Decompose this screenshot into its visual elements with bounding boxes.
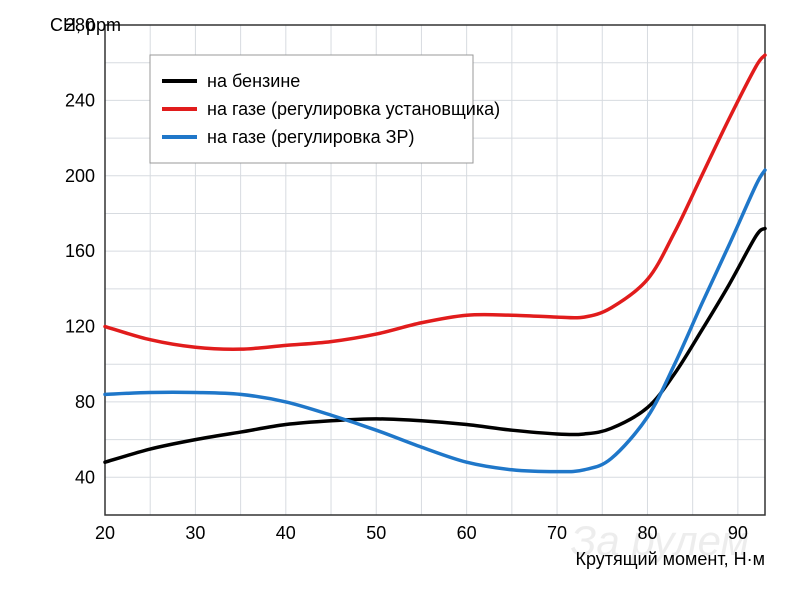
x-tick-label: 30 (185, 523, 205, 543)
x-tick-label: 80 (637, 523, 657, 543)
y-tick-label: 120 (65, 317, 95, 337)
x-tick-label: 70 (547, 523, 567, 543)
y-tick-label: 80 (75, 392, 95, 412)
y-tick-label: 240 (65, 90, 95, 110)
legend-label: на газе (регулировка установщика) (207, 99, 500, 119)
legend: на бензине на газе (регулировка установщи… (150, 55, 500, 163)
line-chart: За рулем20304050607080904080120160200240… (20, 15, 780, 585)
legend-label: на бензине (207, 71, 300, 91)
y-axis-title: CH, ppm (50, 15, 121, 35)
y-tick-label: 200 (65, 166, 95, 186)
x-tick-label: 50 (366, 523, 386, 543)
x-tick-label: 90 (728, 523, 748, 543)
y-tick-label: 160 (65, 241, 95, 261)
x-tick-label: 60 (457, 523, 477, 543)
x-tick-label: 20 (95, 523, 115, 543)
x-tick-label: 40 (276, 523, 296, 543)
y-tick-label: 40 (75, 467, 95, 487)
x-axis-title: Крутящий момент, Н·м (575, 549, 765, 569)
legend-label: на газе (регулировка ЗР) (207, 127, 414, 147)
chart-container: За рулем20304050607080904080120160200240… (20, 15, 780, 585)
